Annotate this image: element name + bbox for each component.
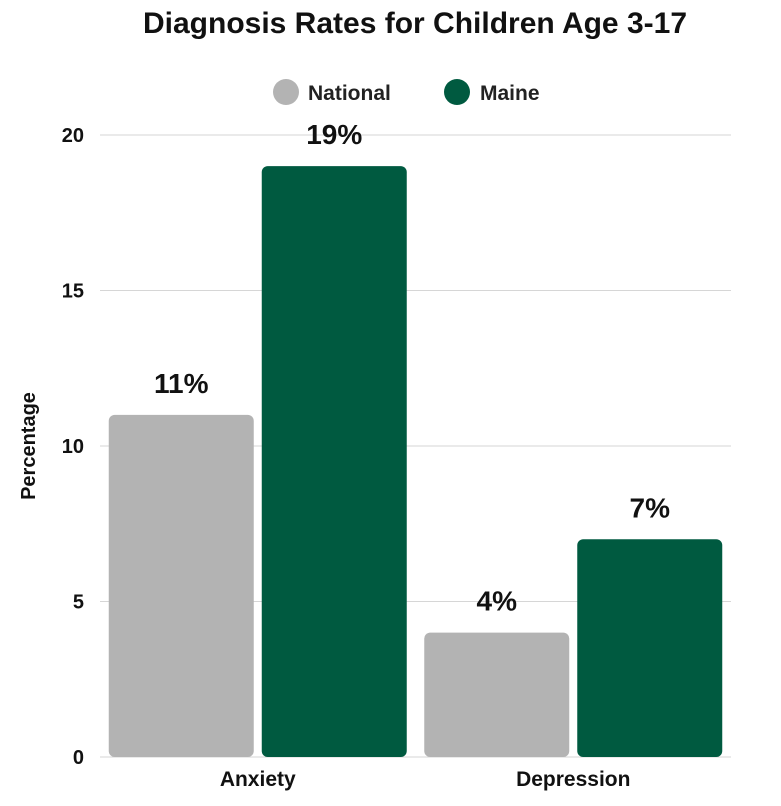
y-tick-label: 5 [73,592,84,614]
data-label-national: 4% [477,586,518,617]
bar-maine [577,539,723,757]
legend: National Maine [273,79,540,105]
bar-maine [261,166,407,758]
data-label-maine: 19% [306,119,362,150]
x-category-label: Depression [516,768,630,791]
x-category-label: Anxiety [220,768,296,791]
legend-marker-national [273,79,299,105]
chart-title: Diagnosis Rates for Children Age 3-17 [143,7,687,40]
bar-national [424,632,570,757]
data-label-maine: 7% [630,492,671,523]
legend-label-maine: Maine [480,82,540,105]
legend-marker-maine [444,79,470,105]
bars [108,166,723,758]
data-label-national: 11% [154,368,209,399]
y-axis-label: Percentage [18,392,40,500]
data-labels: 11% 19% 4% 7% [154,119,670,616]
bar-national [108,414,254,757]
y-tick-label: 0 [73,747,84,769]
y-tick-label: 15 [62,281,84,303]
x-axis-categories: Anxiety Depression [220,768,631,791]
y-tick-label: 20 [62,125,84,147]
y-axis-ticks: 0 5 10 15 20 [62,125,84,769]
y-tick-label: 10 [62,436,84,458]
legend-label-national: National [308,82,391,105]
